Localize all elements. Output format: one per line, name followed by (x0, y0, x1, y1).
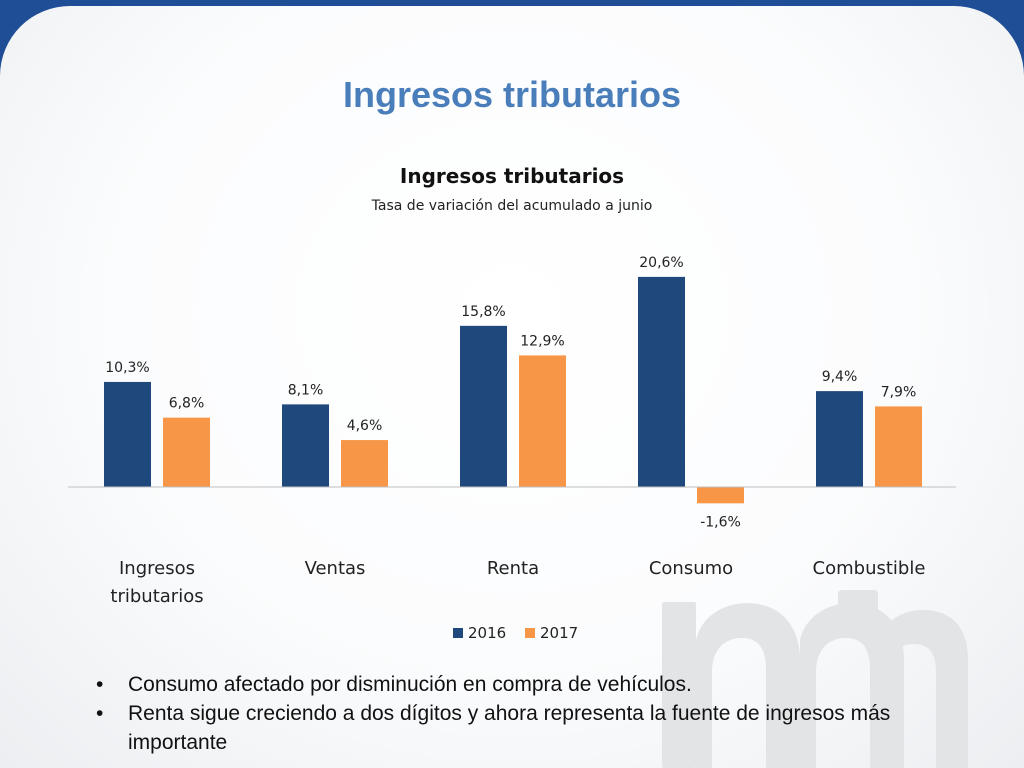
bar-2017-4 (875, 406, 922, 487)
data-label-2016-0: 10,3% (105, 360, 149, 376)
category-label-2-0: Renta (487, 558, 539, 579)
legend-label-2017: 2017 (540, 624, 578, 642)
bullet-dot-icon: • (96, 673, 104, 696)
bullet-text: Consumo afectado por disminución en comp… (128, 673, 692, 696)
bar-2017-1 (341, 440, 388, 487)
bar-2016-2 (460, 325, 507, 487)
data-label-2017-0: 6,8% (169, 396, 205, 412)
data-label-2016-4: 9,4% (822, 369, 858, 385)
chart-subtitle: Tasa de variación del acumulado a junio (371, 198, 653, 214)
legend-label-2016: 2016 (468, 624, 506, 642)
bar-2017-3 (697, 487, 744, 504)
bullet-text: Renta sigue creciendo a dos dígitos y ah… (128, 702, 891, 754)
data-label-2016-2: 15,8% (461, 304, 505, 320)
data-label-2017-1: 4,6% (347, 418, 383, 434)
slide-title: Ingresos tributarios (342, 74, 682, 115)
slide-background (0, 6, 1024, 768)
category-label-0-1: tributarios (110, 586, 203, 607)
bullet-item-0: • Consumo afectado por disminución en com… (92, 670, 992, 699)
bullet-dot-icon: • (96, 702, 104, 725)
data-label-2016-1: 8,1% (288, 382, 324, 398)
bar-2016-3 (638, 276, 685, 487)
category-label-1-0: Ventas (305, 558, 366, 579)
chart-title: Ingresos tributarios (400, 164, 624, 188)
category-label-4-0: Combustible (813, 558, 926, 579)
category-label-0-0: Ingresos (119, 558, 195, 579)
category-label-3-0: Consumo (649, 558, 733, 579)
bullet-item-1: • Renta sigue creciendo a dos dígitos y a… (92, 699, 992, 757)
data-label-2017-2: 12,9% (520, 333, 564, 349)
data-label-2016-3: 20,6% (639, 255, 683, 271)
legend-swatch-2017 (525, 628, 535, 638)
bar-2016-4 (816, 391, 863, 487)
data-label-2017-4: 7,9% (881, 384, 917, 400)
data-label-2017-3: -1,6% (700, 514, 741, 530)
bar-2016-0 (104, 381, 151, 487)
legend-swatch-2016 (453, 628, 463, 638)
bullet-list: • Consumo afectado por disminución en com… (92, 670, 992, 757)
bar-2016-1 (282, 404, 329, 487)
bar-series-group: 10,3% 6,8% 8,1% 4,6% 15,8% 12,9% 20,6% -1,6% 9,4… (104, 255, 922, 530)
chart-legend: 2016 2017 (453, 624, 578, 642)
bar-2017-2 (519, 355, 566, 487)
category-labels: Ingresos tributarios Ventas Renta Consumo Com… (110, 558, 925, 607)
bar-2017-0 (163, 417, 210, 487)
